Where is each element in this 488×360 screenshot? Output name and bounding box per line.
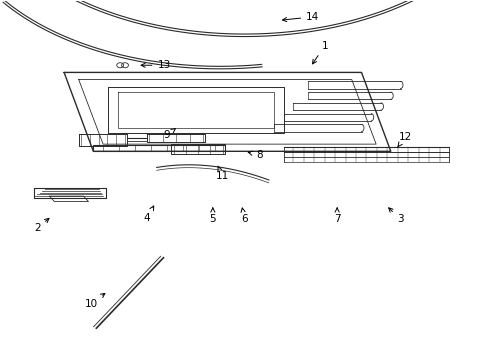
Text: 4: 4 — [143, 206, 153, 222]
Text: 11: 11 — [216, 166, 229, 181]
Text: 3: 3 — [388, 208, 403, 224]
Text: 7: 7 — [333, 208, 340, 224]
Text: 1: 1 — [312, 41, 327, 64]
Text: 5: 5 — [209, 208, 216, 224]
Text: 12: 12 — [397, 132, 411, 147]
Text: 8: 8 — [248, 150, 262, 160]
Text: 9: 9 — [163, 129, 175, 140]
Text: 10: 10 — [84, 293, 104, 309]
Text: 2: 2 — [34, 219, 49, 233]
Text: 6: 6 — [241, 208, 247, 224]
Text: 14: 14 — [282, 12, 319, 22]
Text: 13: 13 — [141, 60, 170, 70]
